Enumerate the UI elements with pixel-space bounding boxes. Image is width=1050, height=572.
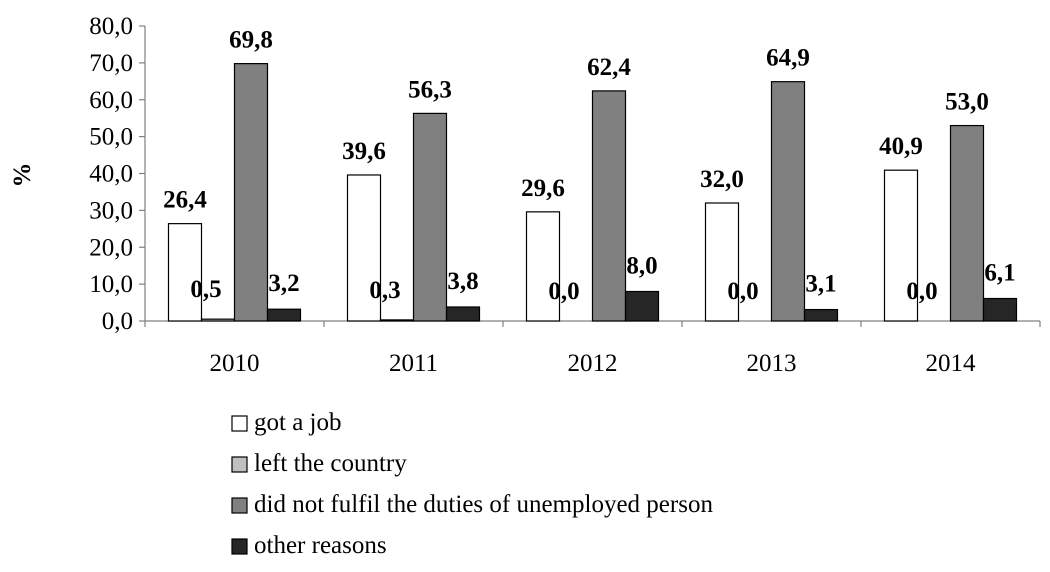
legend-swatch [231, 538, 248, 555]
bar [803, 308, 839, 322]
bar [346, 174, 382, 322]
bar [704, 202, 740, 322]
data-label: 32,0 [700, 166, 744, 193]
y-tick-label: 60,0 [89, 87, 133, 114]
y-tick-label: 10,0 [89, 271, 133, 298]
data-label: 62,4 [587, 54, 631, 81]
legend-swatch [231, 456, 248, 473]
data-label: 39,6 [342, 138, 386, 165]
y-tick-label: 20,0 [89, 234, 133, 261]
data-label: 0,5 [190, 276, 221, 303]
data-labels: 26,4 39,6 29,6 32,0 40,9 0,5 0,3 0,0 0,0 0,0 69,8 5… [163, 27, 1016, 305]
legend-swatch [231, 415, 248, 432]
y-tick-label: 50,0 [89, 124, 133, 151]
x-tick-label: 2011 [389, 350, 438, 377]
bar [525, 211, 561, 322]
bars [167, 63, 1018, 322]
bar [167, 223, 203, 322]
x-tick-label: 2010 [210, 350, 260, 377]
y-axis: 0,0 10,0 20,0 30,0 40,0 50,0 60,0 70,0 80,0 [89, 13, 146, 335]
y-tick-label: 0,0 [102, 308, 133, 335]
bar [591, 90, 627, 322]
data-label: 26,4 [163, 187, 207, 214]
data-label: 0,0 [548, 278, 579, 305]
bar [445, 306, 481, 322]
data-label: 8,0 [626, 253, 657, 280]
y-tick-label: 80,0 [89, 13, 133, 40]
data-label: 29,6 [521, 175, 565, 202]
legend-label: left the country [254, 450, 407, 477]
data-label: 3,2 [268, 270, 299, 297]
data-label: 0,3 [369, 277, 400, 304]
x-tick-label: 2012 [568, 350, 618, 377]
data-label: 0,0 [906, 278, 937, 305]
data-label: 0,0 [727, 278, 758, 305]
legend-label: did not fulfil the duties of unemployed … [254, 491, 713, 518]
bar [624, 290, 660, 322]
data-label: 6,1 [984, 260, 1015, 287]
data-label: 40,9 [879, 133, 923, 160]
bar [883, 169, 919, 322]
y-axis-title: % [9, 163, 36, 188]
data-label: 3,8 [447, 268, 478, 295]
bar [770, 81, 806, 322]
bar [233, 63, 269, 322]
bar [949, 124, 985, 322]
x-tick-label: 2014 [926, 350, 977, 377]
data-label: 64,9 [766, 45, 810, 72]
data-label: 3,1 [805, 271, 836, 298]
x-tick-label: 2013 [747, 350, 797, 377]
y-tick-label: 70,0 [89, 50, 133, 77]
legend: got a job left the country did not fulfil … [231, 409, 713, 559]
data-label: 69,8 [229, 27, 273, 54]
legend-label: other reasons [254, 532, 387, 559]
bar [200, 318, 236, 322]
bar [379, 319, 415, 322]
bar [982, 297, 1018, 322]
y-tick-label: 40,0 [89, 161, 133, 188]
legend-swatch [231, 497, 248, 514]
bar [412, 112, 448, 322]
legend-label: got a job [254, 409, 342, 436]
bar [266, 308, 302, 322]
x-axis: 2010 2011 2012 2013 2014 [144, 320, 1041, 377]
data-label: 56,3 [408, 76, 452, 103]
data-label: 53,0 [945, 89, 989, 116]
y-tick-label: 30,0 [89, 197, 133, 224]
